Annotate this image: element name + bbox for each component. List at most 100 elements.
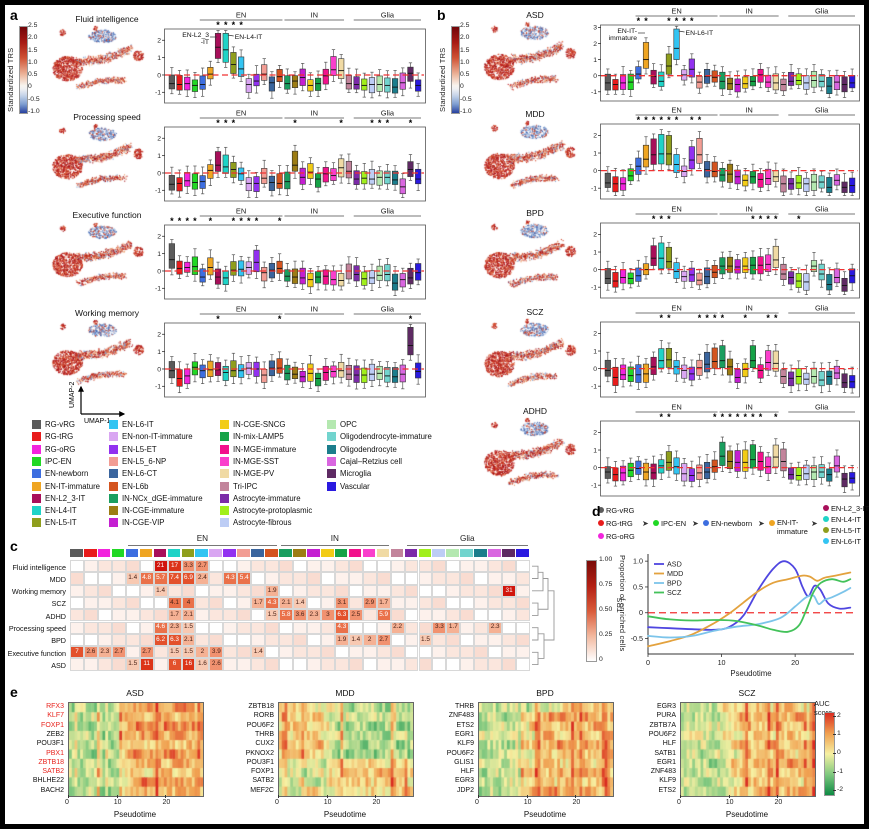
y-tick-label: 0 [593, 465, 597, 472]
significance-asterisk: * [409, 118, 413, 128]
legend-item-IN-MGE-PV: IN-MGE-PV [220, 468, 274, 479]
trs-gradient-bar [19, 26, 28, 114]
legend-label: EN-L4-IT [45, 506, 77, 516]
group-label: EN [236, 109, 246, 118]
legend-label-BPD: BPD [667, 579, 682, 588]
heatmap-cell [474, 633, 489, 647]
heatmap-cell [348, 596, 363, 610]
box-RG-tRG [176, 260, 183, 275]
trs-pseudotime-chart: 1.0 0.5 0 -0.5 0 10 20 TRS Pseudotime ASDMDDBPDSC… [615, 554, 854, 678]
y-tick-label: -1 [591, 89, 597, 96]
trajectory-arrow-icon: ➤ [811, 519, 818, 528]
box-EN-L6b [276, 173, 283, 189]
heatmap-cell [488, 596, 503, 610]
legend-label: EN-L5_6-NP [122, 456, 167, 466]
box-EN-L6-IT [238, 56, 245, 77]
trs-colorbar-tick: 0.5 [460, 71, 470, 79]
heatmap-cell [237, 596, 252, 610]
box-Astrocyte-fibrous [368, 77, 376, 94]
group-label: EN [671, 304, 681, 313]
heatmap-cell [125, 560, 140, 573]
heatmap-cell: 2 [195, 646, 210, 659]
significance-asterisk: * [178, 216, 182, 226]
box-IN-mix-LAMP5 [315, 372, 322, 387]
trajectory-node-dot [598, 533, 604, 539]
box-Astrocyte-protoplasmic [795, 273, 802, 288]
group-label: IN [745, 205, 753, 214]
panel-row-scz: SCZ EN IN Glia * * * * * * * * * 2 1 0 -1 [480, 303, 864, 401]
significance-asterisk: * [660, 313, 664, 323]
box-EN-L5-IT [230, 52, 237, 74]
gene-label-ZBTB18: ZBTB18 [248, 703, 274, 710]
significance-asterisk: * [224, 20, 228, 30]
box-EN-L5-IT [665, 135, 672, 166]
box-EN-newborn [635, 267, 642, 282]
heatmap-cell: 1.6 [195, 658, 210, 671]
significance-asterisk: * [744, 313, 748, 323]
significance-asterisk: * [728, 412, 732, 422]
box-EN-newborn [635, 66, 642, 80]
plot-border [600, 123, 860, 200]
heatmap-group-label: Glia [459, 534, 475, 543]
box-Oligodendrocyte-immature [384, 367, 391, 383]
legend-item-Vascular: Vascular [327, 481, 370, 492]
heatmap-cell [474, 560, 489, 573]
heatmap-group-bracket [281, 545, 389, 546]
box-Cajal–Retzius cell [833, 455, 840, 473]
legend-label: OPC [340, 420, 357, 429]
boxplot-scz: EN IN Glia* * * * * * * * *210-1 [591, 304, 860, 398]
legend-label: EN-IT-immature [45, 481, 101, 491]
heatmap-cell [432, 633, 447, 647]
legend-label: IN-CGE-immature [122, 506, 185, 516]
plot-border [600, 222, 860, 299]
significance-asterisk: * [193, 216, 197, 226]
trajectory-node-label: IPC-EN [661, 518, 687, 528]
legend-label: IN-mix-LAMP5 [233, 432, 284, 442]
box-Astrocyte-fibrous [803, 464, 810, 480]
box-Cajal–Retzius cell [399, 178, 406, 195]
box-Oligodendrocyte-immature [818, 74, 825, 88]
significance-asterisk: * [774, 313, 778, 323]
legend-item-EN-L4-IT: EN-L4-IT [32, 505, 77, 516]
panel-row-mdd: MDD EN IN Glia * * * * * * * * 2 1 0 -1 [480, 105, 864, 203]
gene-label-FOXP1: FOXP1 [41, 721, 64, 729]
heatmap-cell [293, 560, 307, 573]
box-IN-MGE-PV [772, 444, 779, 468]
heatmap-cell [502, 633, 517, 647]
auc-heatmap-ASD [68, 702, 204, 797]
auc-x-tick-mark [575, 795, 577, 798]
box-Tri-IPC [345, 75, 352, 90]
significance-asterisk: * [652, 115, 656, 125]
y-tick-label: -1 [155, 188, 161, 195]
trs-colorbar-b: Standardized TRS 2.5 2.0 1.5 1.0 0.5 0 -0.5 -1.… [438, 22, 482, 116]
box-RG-vRG [604, 466, 611, 479]
heatmap-cell [516, 658, 531, 671]
significance-asterisk: * [690, 115, 694, 125]
row-title: Executive function [72, 210, 142, 220]
heatmap-cell [320, 646, 335, 659]
box-IN-NCx_dGE-immature [719, 345, 726, 369]
callout-label: EN-L4-IT [235, 34, 263, 41]
auc-x-tick-mark [375, 795, 377, 798]
box-IN-CGE-immature [726, 256, 734, 273]
significance-asterisk: * [675, 16, 679, 26]
gene-label-SATB2: SATB2 [42, 768, 64, 776]
box-EN-L2_3-IT [650, 245, 657, 266]
legend-swatch [220, 518, 229, 528]
gene-label-THRB: THRB [254, 730, 274, 738]
box-IN-MGE-immature [757, 173, 764, 188]
box-RG-vRG [168, 243, 175, 269]
heatmap-cell: 16 [181, 658, 196, 671]
proportion-colorbar-tick: 0.50 [599, 606, 613, 613]
box-EN-L6-IT [673, 262, 680, 279]
heatmap-cell [516, 572, 531, 585]
callout-line [678, 30, 685, 33]
heatmap-cell [460, 560, 475, 573]
heatmap-cell [460, 596, 475, 610]
heatmap-cell: 5.4 [237, 572, 252, 585]
legend-swatch [220, 420, 229, 429]
column-chip-IN-MGE-SST [362, 549, 376, 557]
legend-swatch [220, 493, 229, 503]
box-EN-non-IT-immature [245, 177, 252, 192]
